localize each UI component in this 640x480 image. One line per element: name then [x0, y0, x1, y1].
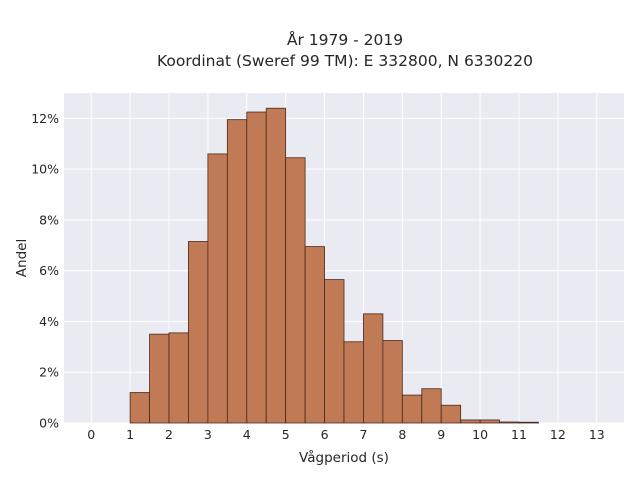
histogram-bar	[207, 153, 228, 424]
histogram-bar	[479, 419, 500, 424]
histogram-bar	[363, 313, 384, 424]
histogram-bar	[149, 333, 170, 424]
histogram-bar	[343, 341, 364, 424]
y-axis-label: Andel	[14, 239, 30, 277]
x-tick-label: 11	[511, 427, 527, 442]
histogram-bar	[129, 392, 150, 424]
chart-subtitle: Koordinat (Sweref 99 TM): E 332800, N 63…	[157, 52, 533, 70]
histogram-bar	[499, 421, 520, 424]
y-tick-label: 6%	[39, 263, 59, 278]
x-tick-label: 0	[87, 427, 95, 442]
x-tick-label: 7	[359, 427, 367, 442]
chart-title: År 1979 - 2019	[287, 30, 403, 49]
x-tick-label: 8	[398, 427, 406, 442]
histogram-bar	[518, 421, 539, 424]
histogram-bar	[421, 388, 442, 424]
x-tick-label: 3	[204, 427, 212, 442]
histogram-bar	[226, 119, 248, 424]
x-axis-label: Vågperiod (s)	[299, 449, 389, 466]
histogram-bar	[246, 111, 267, 424]
histogram-bar	[304, 246, 325, 424]
histogram-bar	[460, 419, 481, 424]
y-axis-ticks: 0% 2% 4% 6% 8% 10% 12%	[31, 111, 59, 431]
y-tick-label: 12%	[31, 111, 59, 126]
bars	[129, 107, 539, 424]
x-axis-ticks: 0 1 2 3 4 5 6 7 8 9 10 11 12 13	[87, 427, 604, 442]
y-tick-label: 8%	[39, 212, 59, 227]
histogram-bar	[324, 279, 345, 424]
histogram-bar	[382, 340, 403, 424]
x-tick-label: 1	[126, 427, 134, 442]
histogram-bar	[401, 394, 423, 424]
histogram-bar	[285, 157, 306, 424]
y-tick-label: 4%	[39, 314, 59, 329]
x-tick-label: 10	[472, 427, 488, 442]
x-tick-label: 12	[550, 427, 566, 442]
x-tick-label: 6	[321, 427, 329, 442]
x-tick-label: 13	[589, 427, 605, 442]
histogram-bar	[265, 107, 287, 424]
histogram-bar	[188, 241, 209, 424]
y-tick-label: 2%	[39, 365, 59, 380]
y-tick-label: 10%	[31, 162, 59, 177]
y-tick-label: 0%	[39, 416, 59, 431]
x-tick-label: 5	[282, 427, 290, 442]
x-tick-label: 2	[165, 427, 173, 442]
histogram-bar	[168, 332, 189, 424]
x-tick-label: 4	[243, 427, 251, 442]
histogram-bar	[440, 404, 462, 424]
x-tick-label: 9	[437, 427, 445, 442]
